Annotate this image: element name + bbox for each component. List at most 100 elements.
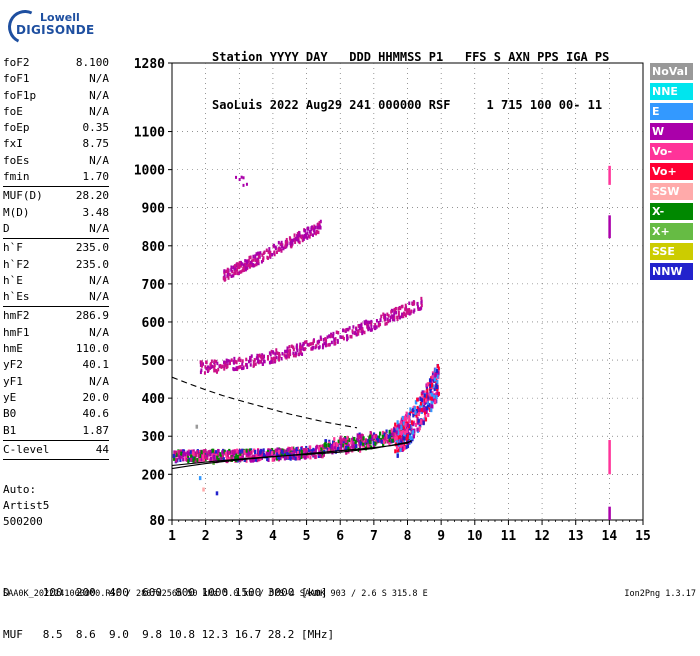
legend-item: Vo- xyxy=(650,143,693,160)
echo-point xyxy=(277,455,280,460)
echo-point xyxy=(416,420,420,425)
echo-point xyxy=(284,244,287,248)
echo-point xyxy=(235,453,238,458)
echo-point xyxy=(291,449,294,454)
echo-point xyxy=(423,417,426,422)
echo-point xyxy=(308,448,311,453)
header-values: SaoLuis 2022 Aug29 241 000000 RSF 1 715 … xyxy=(212,98,603,112)
echo-point xyxy=(204,365,207,369)
echo-point xyxy=(408,426,411,431)
y-tick-label: 600 xyxy=(142,316,166,331)
echo-point xyxy=(230,274,233,278)
echo-point xyxy=(275,355,278,360)
echo-point xyxy=(278,455,281,460)
echo-point xyxy=(412,408,415,413)
auto-label: Auto: xyxy=(3,483,37,496)
echo-point xyxy=(351,331,354,335)
echo-point xyxy=(307,343,310,347)
echo-point xyxy=(266,355,269,359)
echo-point xyxy=(267,451,271,456)
echo-point xyxy=(234,359,237,364)
param-row: foF1 N/A xyxy=(3,71,109,87)
echo-point xyxy=(223,274,226,278)
echo-point xyxy=(409,436,412,441)
x-tick-label: 14 xyxy=(602,529,618,544)
echo-point xyxy=(294,351,297,355)
echo-point xyxy=(377,321,380,325)
echo-point xyxy=(194,458,197,463)
echo-point xyxy=(202,487,205,492)
echo-point xyxy=(308,235,311,239)
echo-point xyxy=(402,421,405,426)
echo-point xyxy=(353,436,356,441)
echo-point xyxy=(223,449,226,454)
echo-point xyxy=(344,438,347,443)
echo-point xyxy=(245,357,248,362)
echo-point xyxy=(275,348,278,352)
echo-point xyxy=(253,358,256,362)
param-value: 40.1 xyxy=(82,358,110,372)
echo-point xyxy=(354,440,357,445)
echo-point xyxy=(371,434,374,439)
echo-point xyxy=(241,362,244,366)
echo-point xyxy=(261,253,264,257)
echo-point xyxy=(298,352,301,356)
echo-point xyxy=(411,302,414,306)
echo-point xyxy=(278,358,281,362)
echo-point xyxy=(416,416,419,421)
echo-point xyxy=(225,269,228,274)
scaled-parameters-panel: foF2 8.100 foF1 N/A foF1p N/A foE N/A foEp 0.35 fx… xyxy=(3,55,109,461)
echo-point xyxy=(436,379,439,384)
param-name: C-level xyxy=(3,442,50,456)
echo-point xyxy=(364,321,367,325)
version-label: Ion2Png 1.3.17 xyxy=(624,589,696,599)
echo-point xyxy=(275,250,278,255)
echo-point xyxy=(256,454,260,459)
echo-point xyxy=(430,392,434,397)
echo-point xyxy=(382,442,385,447)
param-row: hmF2 286.9 xyxy=(3,308,109,324)
echo-point xyxy=(245,448,248,453)
echo-point xyxy=(302,237,305,241)
profile-curve-dashed xyxy=(171,376,358,429)
param-value: 1.70 xyxy=(82,170,110,184)
echo-point xyxy=(266,255,269,260)
echo-point xyxy=(233,271,236,276)
echo-point xyxy=(205,366,208,371)
echo-point xyxy=(303,455,307,460)
echo-point xyxy=(400,440,403,445)
echo-point xyxy=(354,446,357,451)
echo-point xyxy=(384,436,387,441)
echo-point xyxy=(213,368,216,373)
echo-point xyxy=(337,330,340,335)
echo-point xyxy=(367,444,370,449)
echo-point xyxy=(428,392,431,397)
echo-point xyxy=(401,312,404,317)
echo-point xyxy=(274,358,277,363)
echo-point xyxy=(405,436,408,441)
echo-point xyxy=(342,328,345,333)
echo-point xyxy=(374,323,377,327)
echo-point xyxy=(287,455,290,460)
echo-point xyxy=(233,367,236,372)
param-value: 110.0 xyxy=(75,342,109,356)
x-tick-label: 7 xyxy=(370,529,378,544)
echo-point xyxy=(403,442,406,447)
echo-point xyxy=(294,353,297,358)
echo-point xyxy=(270,349,273,354)
echo-point xyxy=(315,344,318,348)
echo-point xyxy=(369,431,373,436)
echo-point xyxy=(305,340,308,344)
echo-point xyxy=(293,449,296,454)
ionogram-chart: 1 2 3 4 5 6 7 8 9 10 11 12 13 14 158020030040050060070… xyxy=(134,57,651,544)
echo-point xyxy=(345,334,348,338)
echo-point xyxy=(331,448,335,453)
echo-point xyxy=(234,270,237,274)
echo-point xyxy=(407,311,410,315)
echo-point xyxy=(280,240,283,245)
echo-point xyxy=(292,238,295,242)
echo-point xyxy=(267,357,270,361)
echo-point xyxy=(393,307,396,312)
echo-point xyxy=(292,345,295,350)
echo-point xyxy=(424,417,428,422)
